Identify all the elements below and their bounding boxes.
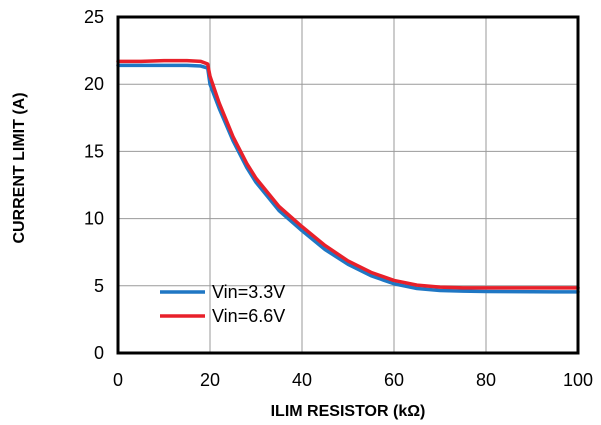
y-tick-label: 0 <box>94 343 104 363</box>
x-tick-label: 0 <box>113 370 123 390</box>
gridlines <box>117 16 579 354</box>
legend-label: Vin=3.3V <box>212 282 285 302</box>
x-axis-label: ILIM RESISTOR (kΩ) <box>271 403 426 420</box>
series-lines <box>116 58 580 294</box>
plot-area-border <box>116 15 580 355</box>
series-line-1 <box>116 63 580 294</box>
x-tick-label: 20 <box>200 370 220 390</box>
y-tick-label: 5 <box>94 276 104 296</box>
x-axis-ticks: 0 20 40 60 80 100 <box>113 370 593 390</box>
y-tick-label: 20 <box>84 74 104 94</box>
x-tick-label: 80 <box>476 370 496 390</box>
y-tick-label: 25 <box>84 7 104 27</box>
x-tick-label: 60 <box>384 370 404 390</box>
y-tick-label: 15 <box>84 141 104 161</box>
y-tick-label: 10 <box>84 209 104 229</box>
legend: Vin=3.3V Vin=6.6V <box>160 282 285 326</box>
y-axis-label: CURRENT LIMIT (A) <box>11 92 28 243</box>
x-tick-label: 40 <box>292 370 312 390</box>
y-axis-ticks: 0 5 10 15 20 25 <box>84 7 104 363</box>
x-tick-label: 100 <box>563 370 593 390</box>
series-line-2 <box>116 58 580 290</box>
legend-label: Vin=6.6V <box>212 306 285 326</box>
